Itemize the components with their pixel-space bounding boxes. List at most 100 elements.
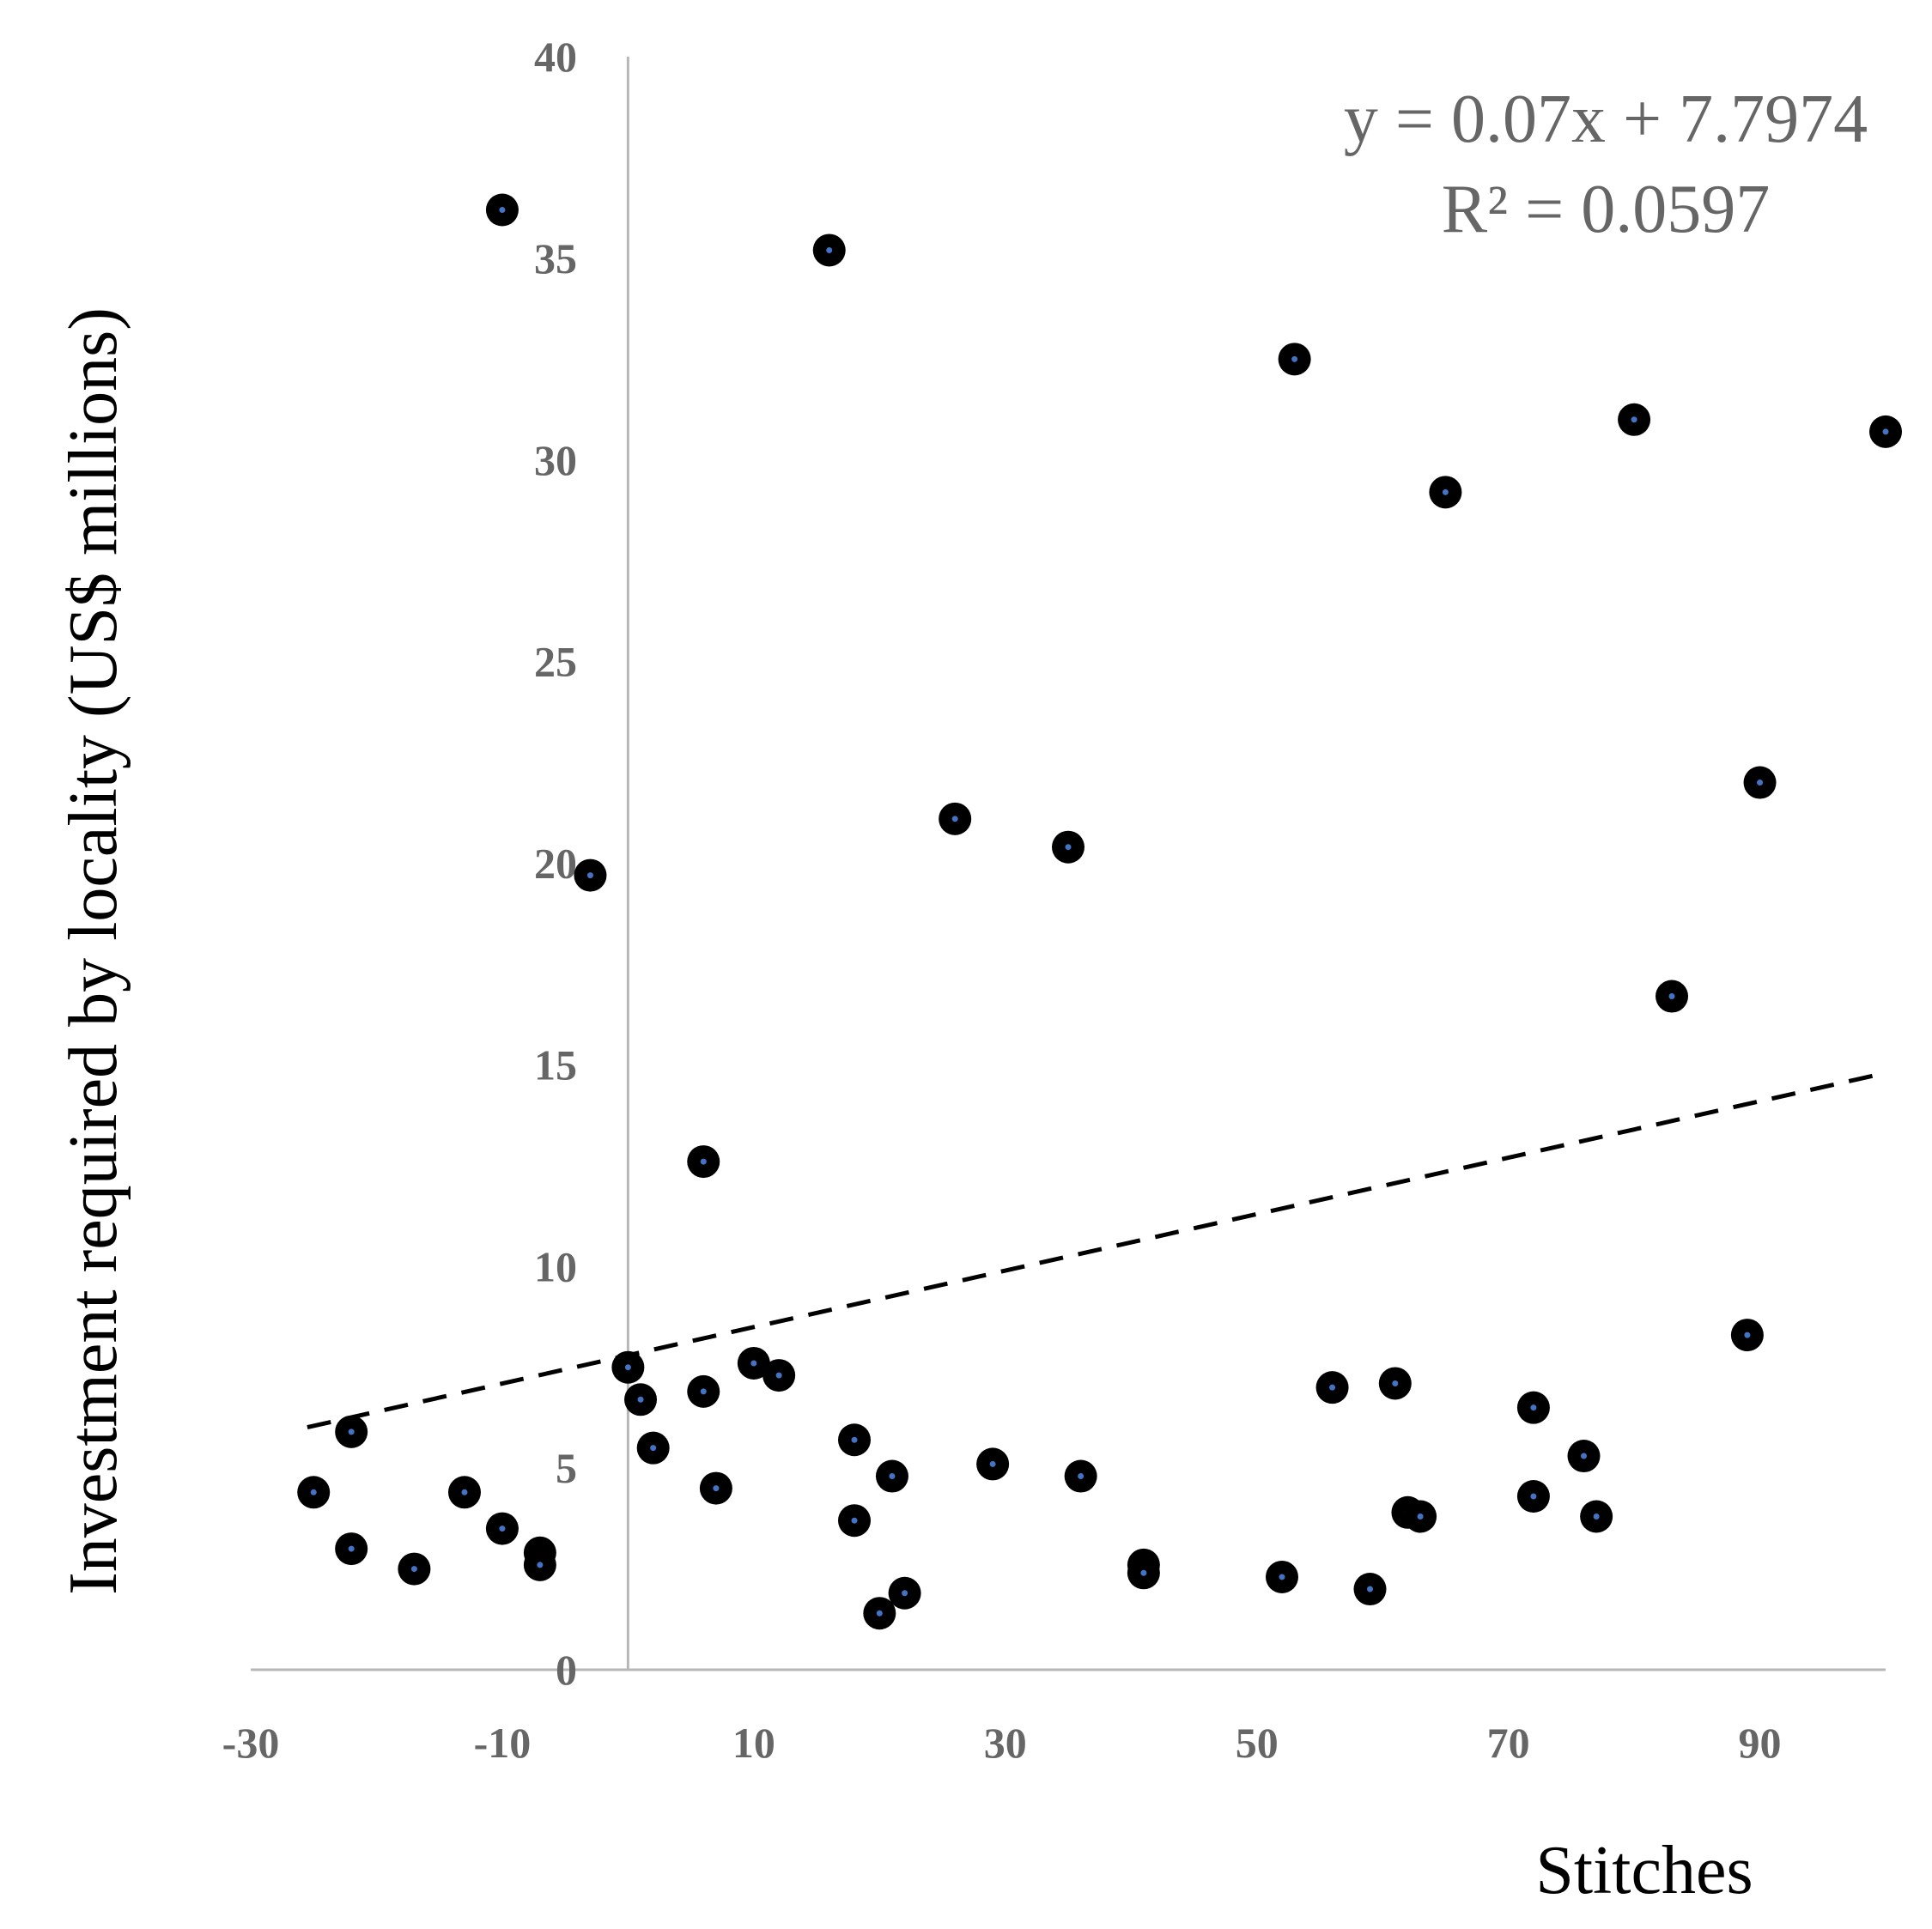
data-point-center bbox=[902, 1590, 908, 1597]
tick-labels: -30 -10 10 30 50 70 90 0 5 10 15 20 25 30 35 40 bbox=[222, 33, 1782, 1767]
data-point-center bbox=[1631, 416, 1637, 423]
trendline-group bbox=[307, 1071, 1886, 1430]
data-point-center bbox=[1392, 1380, 1399, 1386]
data-point bbox=[485, 1512, 519, 1545]
data-point bbox=[523, 1548, 556, 1581]
data-point bbox=[1127, 1556, 1160, 1590]
data-point bbox=[939, 802, 972, 835]
data-point bbox=[1516, 1391, 1550, 1424]
y-tick-label: 15 bbox=[534, 1040, 577, 1089]
data-point bbox=[1378, 1367, 1412, 1400]
data-point-center bbox=[499, 1526, 506, 1532]
data-point-center bbox=[1442, 488, 1449, 495]
data-point bbox=[1315, 1371, 1349, 1404]
data-point-center bbox=[650, 1445, 657, 1452]
x-tick-label: 10 bbox=[732, 1719, 775, 1767]
data-point bbox=[838, 1423, 872, 1457]
x-tick-label: 30 bbox=[984, 1719, 1027, 1767]
y-tick-label: 10 bbox=[534, 1242, 577, 1290]
data-point bbox=[636, 1431, 670, 1465]
data-point bbox=[1353, 1573, 1387, 1606]
data-point-center bbox=[348, 1429, 355, 1435]
x-tick-label: -30 bbox=[222, 1719, 280, 1767]
data-point bbox=[611, 1350, 645, 1384]
x-tick-label: 50 bbox=[1236, 1719, 1279, 1767]
data-point bbox=[737, 1346, 770, 1380]
data-point bbox=[838, 1504, 872, 1538]
data-point-center bbox=[1744, 1331, 1751, 1338]
data-point-center bbox=[889, 1473, 896, 1480]
data-point bbox=[1869, 415, 1902, 448]
data-point bbox=[699, 1471, 732, 1505]
data-point-center bbox=[348, 1545, 355, 1552]
data-point bbox=[976, 1447, 1010, 1481]
data-point bbox=[863, 1597, 896, 1630]
y-tick-label: 40 bbox=[534, 33, 577, 81]
data-point-center bbox=[624, 1364, 631, 1371]
data-point-center bbox=[410, 1566, 417, 1573]
data-point bbox=[1404, 1500, 1437, 1533]
trendline-r-squared: R² = 0.0597 bbox=[1442, 172, 1770, 247]
x-axis-title: Stitches bbox=[1535, 1833, 1753, 1908]
data-point-center bbox=[1593, 1513, 1600, 1520]
y-tick-label: 20 bbox=[534, 840, 577, 888]
data-point bbox=[888, 1576, 921, 1610]
data-point-center bbox=[775, 1372, 782, 1379]
data-point bbox=[875, 1459, 908, 1493]
data-point bbox=[1278, 343, 1311, 376]
trendline bbox=[307, 1071, 1886, 1430]
data-point bbox=[687, 1374, 720, 1408]
data-point-center bbox=[826, 246, 833, 253]
data-point bbox=[1656, 980, 1689, 1013]
data-point-center bbox=[1417, 1513, 1424, 1520]
trendline-equation: y = 0.07x + 7.7974 bbox=[1344, 82, 1868, 157]
data-point-center bbox=[700, 1388, 707, 1395]
data-point-center bbox=[989, 1460, 996, 1467]
data-point bbox=[812, 234, 846, 267]
data-point-center bbox=[1078, 1473, 1084, 1480]
data-point bbox=[1052, 830, 1084, 864]
data-point bbox=[624, 1383, 658, 1416]
data-point bbox=[1618, 403, 1651, 436]
data-point-center bbox=[1882, 428, 1889, 435]
data-point-center bbox=[1668, 993, 1675, 1000]
data-point bbox=[1516, 1480, 1550, 1513]
data-point bbox=[1730, 1319, 1764, 1352]
data-point-center bbox=[713, 1485, 720, 1492]
data-point-center bbox=[1530, 1404, 1537, 1411]
data-point bbox=[1265, 1560, 1298, 1593]
data-point bbox=[574, 858, 607, 892]
data-point bbox=[1743, 766, 1777, 799]
y-axis-title: Investment required by locality (US$ mil… bbox=[56, 307, 131, 1595]
data-point-center bbox=[951, 816, 958, 822]
data-point bbox=[687, 1145, 720, 1179]
data-point bbox=[762, 1359, 796, 1392]
data-point bbox=[335, 1532, 368, 1566]
x-tick-label: -10 bbox=[474, 1719, 532, 1767]
data-point-center bbox=[586, 872, 593, 879]
data-points bbox=[297, 193, 1902, 1630]
data-point-center bbox=[750, 1360, 757, 1367]
data-point-center bbox=[537, 1562, 544, 1568]
data-point-center bbox=[1065, 844, 1072, 851]
data-point bbox=[1580, 1500, 1613, 1533]
data-point bbox=[485, 193, 519, 227]
data-point bbox=[447, 1476, 481, 1509]
data-point bbox=[398, 1552, 431, 1586]
data-point-center bbox=[1367, 1586, 1374, 1592]
y-tick-label: 25 bbox=[534, 638, 577, 686]
data-point-center bbox=[1140, 1569, 1147, 1576]
data-point-center bbox=[637, 1396, 644, 1403]
data-point-center bbox=[1530, 1493, 1537, 1500]
x-tick-label: 90 bbox=[1739, 1719, 1782, 1767]
data-point-center bbox=[851, 1436, 858, 1443]
y-tick-label: 30 bbox=[534, 436, 577, 484]
data-point-center bbox=[1329, 1384, 1336, 1391]
data-point-center bbox=[461, 1489, 468, 1495]
data-point-center bbox=[876, 1610, 883, 1617]
data-point bbox=[1567, 1440, 1601, 1473]
y-tick-label: 0 bbox=[556, 1646, 577, 1694]
data-point-center bbox=[1291, 355, 1298, 362]
data-point-center bbox=[310, 1489, 317, 1495]
